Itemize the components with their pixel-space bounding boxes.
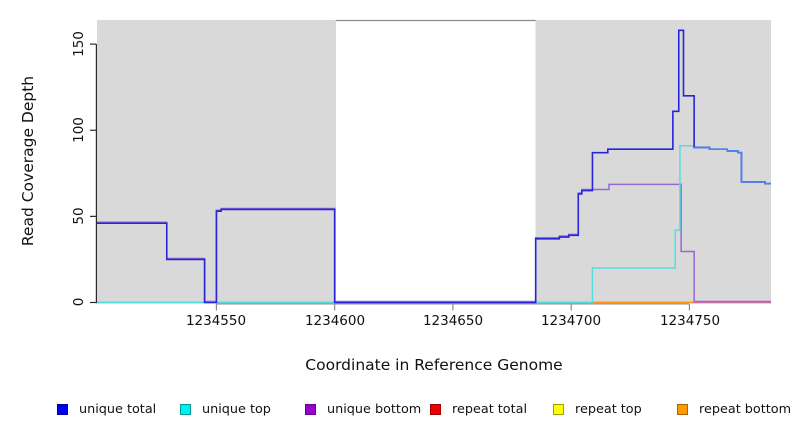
- y-axis-tick-label: 100: [71, 117, 87, 143]
- repeat-top-swatch-icon: [553, 403, 564, 415]
- legend-item-repeat-total: repeat total: [430, 400, 527, 418]
- shaded-region: [535, 20, 771, 304]
- legend-label: repeat bottom: [699, 401, 792, 417]
- legend-item-unique-top: unique top: [180, 400, 271, 418]
- x-axis-tick-label: 1234700: [540, 313, 602, 329]
- legend-label: repeat top: [575, 401, 642, 417]
- repeat-total-swatch-icon: [430, 403, 441, 415]
- y-axis-tick-label: 0: [71, 297, 87, 307]
- x-axis-tick-label: 1234650: [422, 313, 484, 329]
- unique-total-swatch-icon: [57, 403, 68, 415]
- y-axis-title: Read Coverage Depth: [19, 75, 37, 247]
- x-axis-tick-label: 1234550: [185, 313, 247, 329]
- y-axis-tick-label: 150: [71, 31, 87, 57]
- legend-label: repeat total: [452, 401, 528, 417]
- unique-top-swatch-icon: [180, 403, 191, 415]
- legend-item-unique-total: unique total: [57, 400, 156, 418]
- legend: unique total unique top unique bottom re…: [0, 400, 792, 422]
- legend-item-repeat-top: repeat top: [553, 400, 642, 418]
- legend-label: unique bottom: [327, 401, 422, 417]
- x-axis-title: Coordinate in Reference Genome: [305, 356, 563, 374]
- overlap-tint-line: [694, 146, 771, 185]
- unique-bottom-swatch-icon: [305, 403, 316, 415]
- legend-label: unique total: [79, 401, 157, 417]
- x-axis-tick-label: 1234600: [304, 313, 366, 329]
- legend-label: unique top: [202, 401, 271, 417]
- legend-item-unique-bottom: unique bottom: [305, 400, 421, 418]
- legend-item-repeat-bottom: repeat bottom: [677, 400, 791, 418]
- repeat-bottom-swatch-icon: [677, 403, 688, 415]
- x-axis-tick-label: 1234750: [659, 313, 721, 329]
- y-axis-tick-label: 50: [71, 207, 87, 225]
